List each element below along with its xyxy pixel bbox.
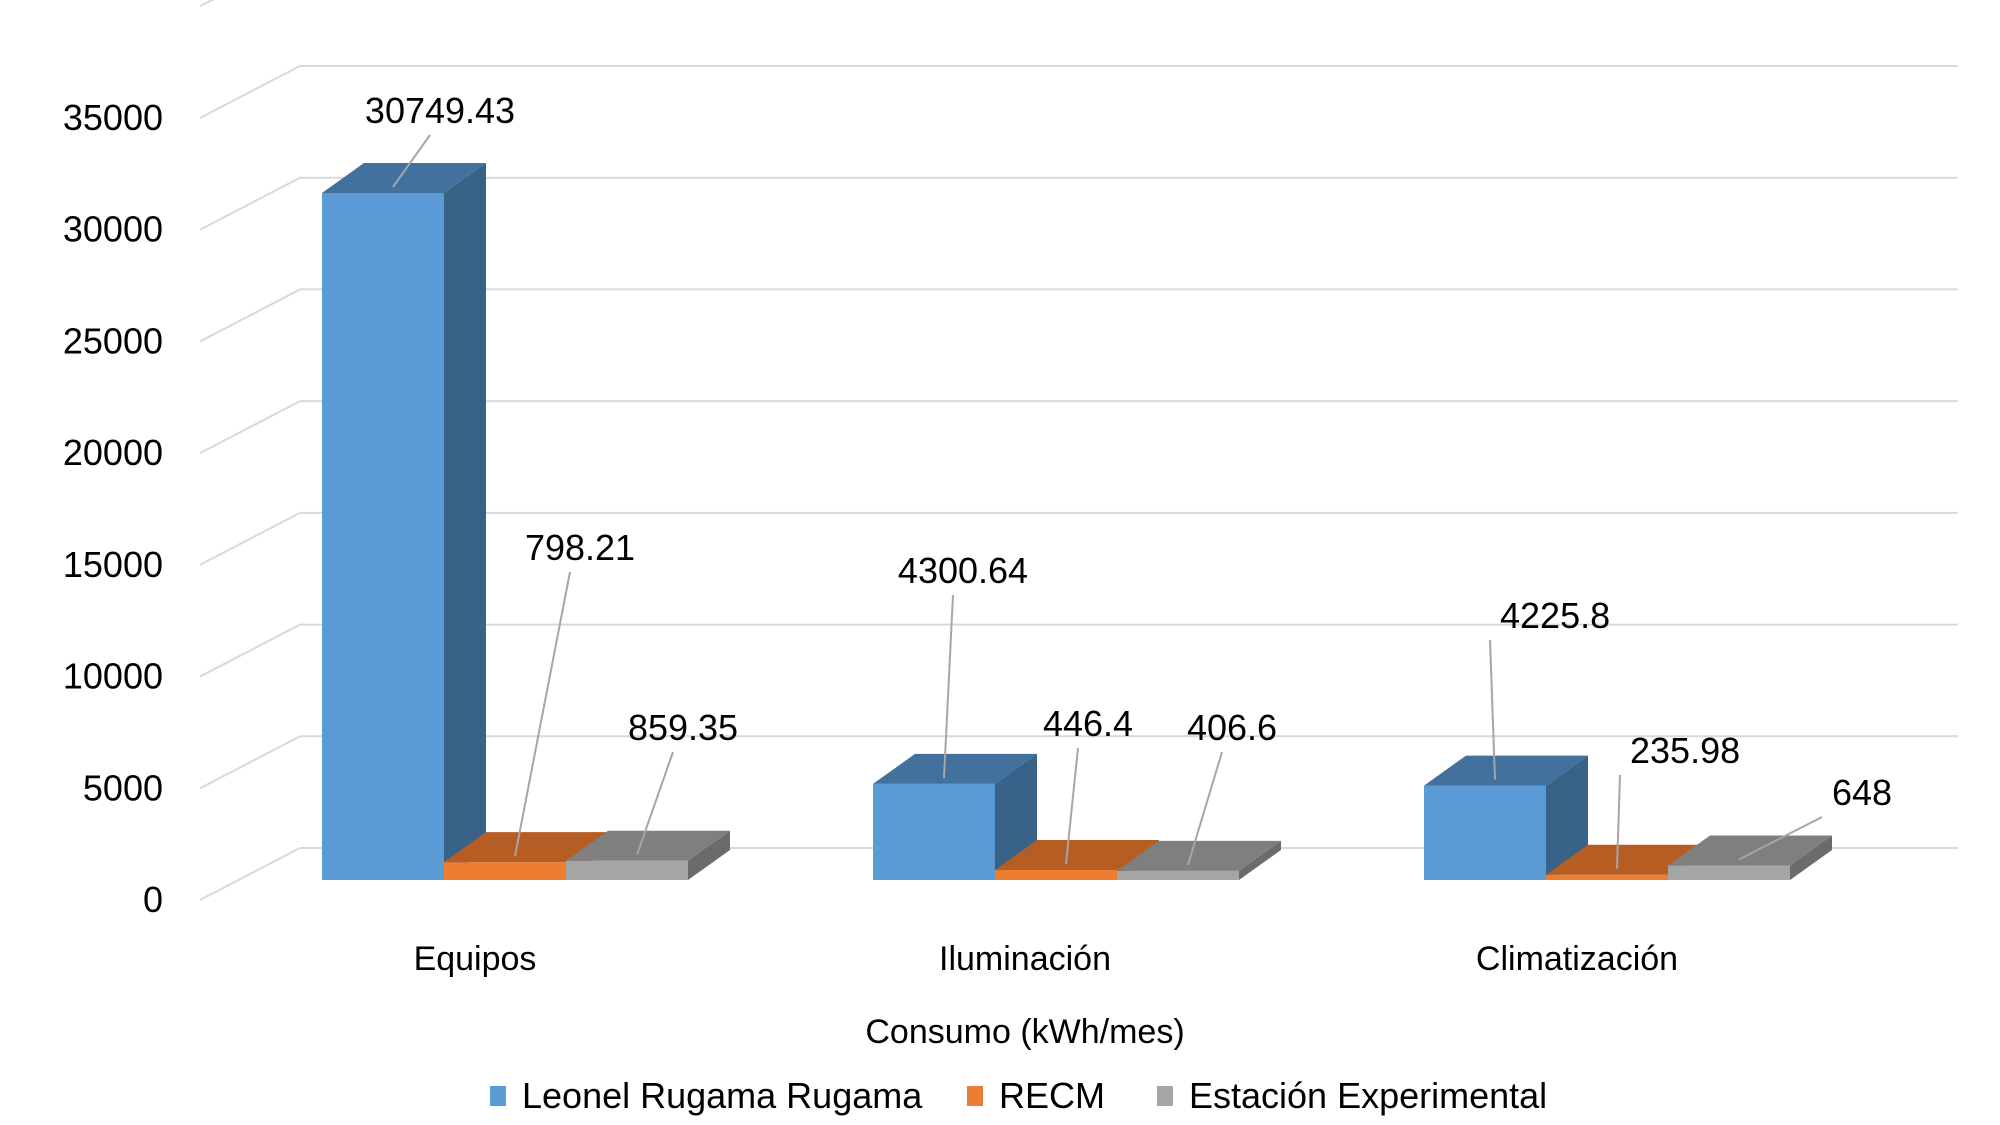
legend-label: RECM [999, 1075, 1105, 1116]
gridline-diagonal [199, 623, 301, 678]
data-label: 648 [1832, 772, 1892, 813]
x-axis: Equipos Iluminación Climatización Consum… [414, 940, 1679, 1051]
gridline-diagonal [199, 511, 301, 566]
leader-line [943, 594, 954, 778]
leader-line [1187, 751, 1223, 866]
gridline-diagonal [199, 735, 301, 790]
bar-top [1668, 835, 1832, 866]
y-tick-label: 0 [143, 879, 163, 920]
leader-line [1738, 816, 1823, 861]
category-label: Climatización [1476, 940, 1678, 978]
bar-side [444, 162, 486, 881]
y-tick-label: 15000 [63, 544, 163, 585]
data-label: 235.98 [1630, 730, 1740, 771]
y-tick-label: 25000 [63, 320, 163, 361]
legend-label: Estación Experimental [1189, 1075, 1547, 1116]
bar-front [1117, 870, 1239, 880]
bar-top [322, 162, 486, 193]
leader-line [636, 751, 674, 856]
bar-front [1668, 865, 1790, 880]
bar-top [1424, 755, 1588, 786]
bar-front [995, 870, 1117, 880]
bar-front [1424, 785, 1546, 880]
leader-line [1616, 774, 1621, 869]
bar-top [1117, 840, 1281, 871]
bar-side [1790, 835, 1832, 880]
gridline-diagonal [199, 65, 301, 119]
bar-top [995, 840, 1159, 871]
gridline-diagonal [199, 0, 215, 8]
gridline-diagonal [199, 176, 301, 231]
legend-swatch [967, 1086, 983, 1106]
category-label: Equipos [414, 940, 537, 978]
x-axis-title: Consumo (kWh/mes) [865, 1013, 1184, 1051]
legend-label: Leonel Rugama Rugama [522, 1075, 923, 1116]
data-label: 4225.8 [1500, 595, 1610, 636]
category-label: Iluminación [939, 940, 1111, 978]
y-tick-label: 30000 [63, 209, 163, 250]
y-tick-label: 20000 [63, 432, 163, 473]
bar-front [322, 192, 444, 881]
bar-side [688, 830, 730, 880]
bar-top [444, 832, 608, 863]
bar-side [1546, 755, 1588, 880]
y-tick-label: 35000 [63, 97, 163, 138]
y-tick-label: 5000 [83, 767, 163, 808]
data-label: 859.35 [628, 707, 738, 748]
data-labels: 30749.43 798.21 859.35 4300.64 446.4 406.6 422… [365, 90, 1892, 869]
data-label: 406.6 [1187, 707, 1277, 748]
bar-front [566, 860, 688, 880]
bar-top [566, 830, 730, 861]
data-label: 4300.64 [898, 550, 1028, 591]
gridline-diagonal [199, 288, 301, 343]
bar-top [873, 753, 1037, 784]
bars [322, 162, 1832, 881]
gridline-diagonal [199, 400, 301, 455]
bar-front [444, 862, 566, 880]
bar-front [1546, 874, 1668, 880]
leader-line [1065, 747, 1079, 865]
y-tick-label: 10000 [63, 656, 163, 697]
data-label: 446.4 [1043, 703, 1133, 744]
leader-line [392, 134, 431, 188]
legend-swatch [1157, 1086, 1173, 1106]
gridline-diagonal [199, 847, 301, 901]
data-label: 798.21 [525, 527, 635, 568]
leader-line [1489, 639, 1496, 780]
legend-swatch [490, 1086, 506, 1106]
bar-side [1239, 840, 1281, 880]
leader-line [514, 571, 571, 857]
y-axis: 0 5000 10000 15000 20000 25000 30000 35000 [63, 97, 163, 920]
data-label: 30749.43 [365, 90, 515, 131]
bar-front [873, 783, 995, 880]
legend: Leonel Rugama Rugama RECM Estación Exper… [490, 1075, 1547, 1116]
